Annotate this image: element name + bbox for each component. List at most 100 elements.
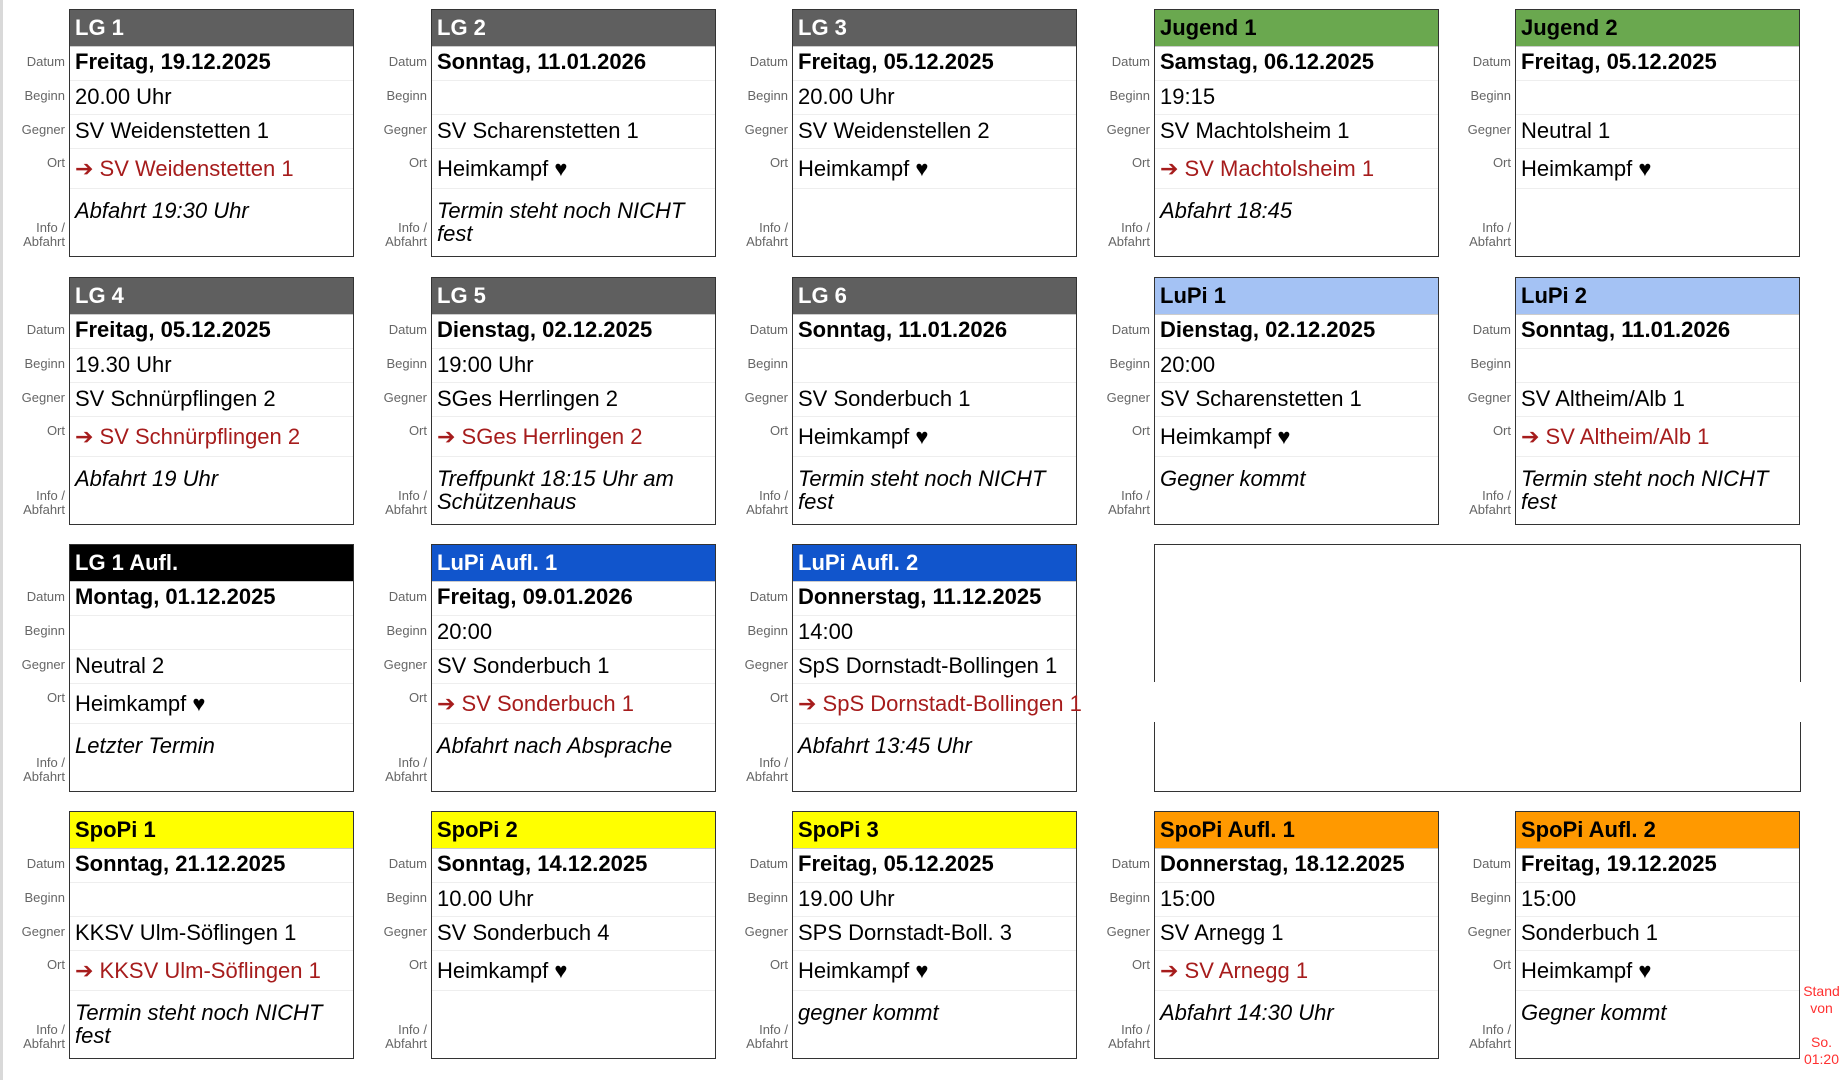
label-info: Info / Abfahrt: [1449, 489, 1511, 517]
match-date: Freitag, 05.12.2025: [70, 315, 353, 349]
match-location: Heimkampf ♥: [1516, 951, 1799, 991]
label-info-line: Abfahrt: [23, 234, 65, 249]
label-ort: Ort: [1492, 423, 1511, 438]
team-header: LG 5: [432, 278, 715, 315]
label-beginn: Beginn: [24, 356, 65, 371]
label-datum: Datum: [26, 54, 65, 69]
label-beginn: Beginn: [386, 88, 427, 103]
team-header: LuPi 1: [1155, 278, 1438, 315]
label-datum: Datum: [388, 589, 427, 604]
label-info: Info / Abfahrt: [726, 756, 788, 784]
match-opponent: SV Sonderbuch 4: [432, 917, 715, 951]
label-ort: Ort: [1131, 155, 1150, 170]
match-date: Dienstag, 02.12.2025: [432, 315, 715, 349]
label-info-line: Abfahrt: [746, 502, 788, 517]
match-time: 20.00 Uhr: [793, 81, 1076, 115]
label-info-line: Abfahrt: [746, 769, 788, 784]
label-beginn: Beginn: [24, 623, 65, 638]
label-info-line: Info /: [1482, 488, 1511, 503]
team-card: SpoPi Aufl. 1 Donnerstag, 18.12.2025 15:00…: [1154, 811, 1439, 1059]
team-card: LuPi Aufl. 1 Freitag, 09.01.2026 20:00 SV S…: [431, 544, 716, 792]
team-header: Jugend 1: [1155, 10, 1438, 47]
label-info: Info / Abfahrt: [365, 489, 427, 517]
team-header: SpoPi Aufl. 1: [1155, 812, 1438, 849]
label-datum: Datum: [388, 856, 427, 871]
match-location: Heimkampf ♥: [793, 149, 1076, 189]
match-info: [432, 991, 715, 1062]
match-location: Heimkampf ♥: [1516, 149, 1799, 189]
team-card: LG 6 Sonntag, 11.01.2026 SV Sonderbuch 1 He…: [792, 277, 1077, 525]
team-header: LG 6: [793, 278, 1076, 315]
team-header: SpoPi 1: [70, 812, 353, 849]
match-time: 20.00 Uhr: [70, 81, 353, 115]
label-gegner: Gegner: [744, 122, 788, 137]
stand-line: 01:20: [1803, 1051, 1840, 1067]
match-opponent: SV Altheim/Alb 1: [1516, 383, 1799, 417]
page-edge: [0, 0, 3, 1080]
label-datum: Datum: [1472, 54, 1511, 69]
label-gegner: Gegner: [21, 122, 65, 137]
label-datum: Datum: [388, 54, 427, 69]
match-location: Heimkampf ♥: [432, 149, 715, 189]
label-info-line: Info /: [398, 220, 427, 235]
empty-card-placeholder: [1154, 544, 1801, 792]
label-beginn: Beginn: [747, 623, 788, 638]
label-ort: Ort: [1131, 423, 1150, 438]
match-opponent: Sonderbuch 1: [1516, 917, 1799, 951]
label-info-line: Info /: [1121, 220, 1150, 235]
match-time: 14:00: [793, 616, 1076, 650]
match-date: Dienstag, 02.12.2025: [1155, 315, 1438, 349]
label-datum: Datum: [1472, 322, 1511, 337]
label-beginn: Beginn: [1470, 88, 1511, 103]
label-info-line: Info /: [398, 1022, 427, 1037]
label-info: Info / Abfahrt: [3, 1023, 65, 1051]
label-info-line: Abfahrt: [1108, 234, 1150, 249]
label-gegner: Gegner: [21, 657, 65, 672]
match-date: Sonntag, 11.01.2026: [793, 315, 1076, 349]
label-datum: Datum: [1472, 856, 1511, 871]
label-datum: Datum: [749, 322, 788, 337]
team-card: LG 1 Freitag, 19.12.2025 20.00 Uhr SV Weide…: [69, 9, 354, 257]
label-info-line: Info /: [36, 1022, 65, 1037]
match-time: 15:00: [1516, 883, 1799, 917]
match-location: Heimkampf ♥: [70, 684, 353, 724]
label-info-line: Info /: [759, 488, 788, 503]
label-beginn: Beginn: [386, 356, 427, 371]
match-info: Abfahrt nach Absprache: [437, 733, 673, 758]
match-location: ➔ SV Altheim/Alb 1: [1516, 417, 1799, 457]
label-info-line: Abfahrt: [385, 502, 427, 517]
match-info: Abfahrt 13:45 Uhr: [798, 733, 972, 758]
match-info: Gegner kommt: [1160, 466, 1306, 491]
match-time: 15:00: [1155, 883, 1438, 917]
match-date: Freitag, 09.01.2026: [432, 582, 715, 616]
match-location: ➔ SpS Dornstadt-Bollingen 1: [793, 684, 1082, 724]
label-ort: Ort: [408, 957, 427, 972]
team-card: LuPi 1 Dienstag, 02.12.2025 20:00 SV Schare…: [1154, 277, 1439, 525]
label-info-line: Info /: [36, 488, 65, 503]
label-ort: Ort: [769, 155, 788, 170]
team-header: SpoPi 2: [432, 812, 715, 849]
label-info-line: Abfahrt: [385, 1036, 427, 1051]
team-header: SpoPi 3: [793, 812, 1076, 849]
match-location: ➔ SV Arnegg 1: [1155, 951, 1438, 991]
match-time: 10.00 Uhr: [432, 883, 715, 917]
label-gegner: Gegner: [1106, 924, 1150, 939]
label-beginn: Beginn: [747, 88, 788, 103]
match-time: 19:00 Uhr: [432, 349, 715, 383]
label-datum: Datum: [1111, 856, 1150, 871]
label-info-line: Abfahrt: [23, 769, 65, 784]
team-card: LG 1 Aufl. Montag, 01.12.2025 Neutral 2 Hei…: [69, 544, 354, 792]
match-time: 19:15: [1155, 81, 1438, 115]
match-opponent: SV Scharenstetten 1: [1155, 383, 1438, 417]
label-beginn: Beginn: [1109, 356, 1150, 371]
match-location: ➔ SGes Herrlingen 2: [432, 417, 715, 457]
match-date: Montag, 01.12.2025: [70, 582, 353, 616]
stand-line: So.: [1810, 1034, 1832, 1050]
team-header: Jugend 2: [1516, 10, 1799, 47]
label-info-line: Info /: [1482, 220, 1511, 235]
label-info-line: Info /: [759, 220, 788, 235]
label-gegner: Gegner: [1467, 924, 1511, 939]
label-ort: Ort: [1131, 957, 1150, 972]
team-header: LuPi 2: [1516, 278, 1799, 315]
team-card: LG 5 Dienstag, 02.12.2025 19:00 Uhr SGes He…: [431, 277, 716, 525]
